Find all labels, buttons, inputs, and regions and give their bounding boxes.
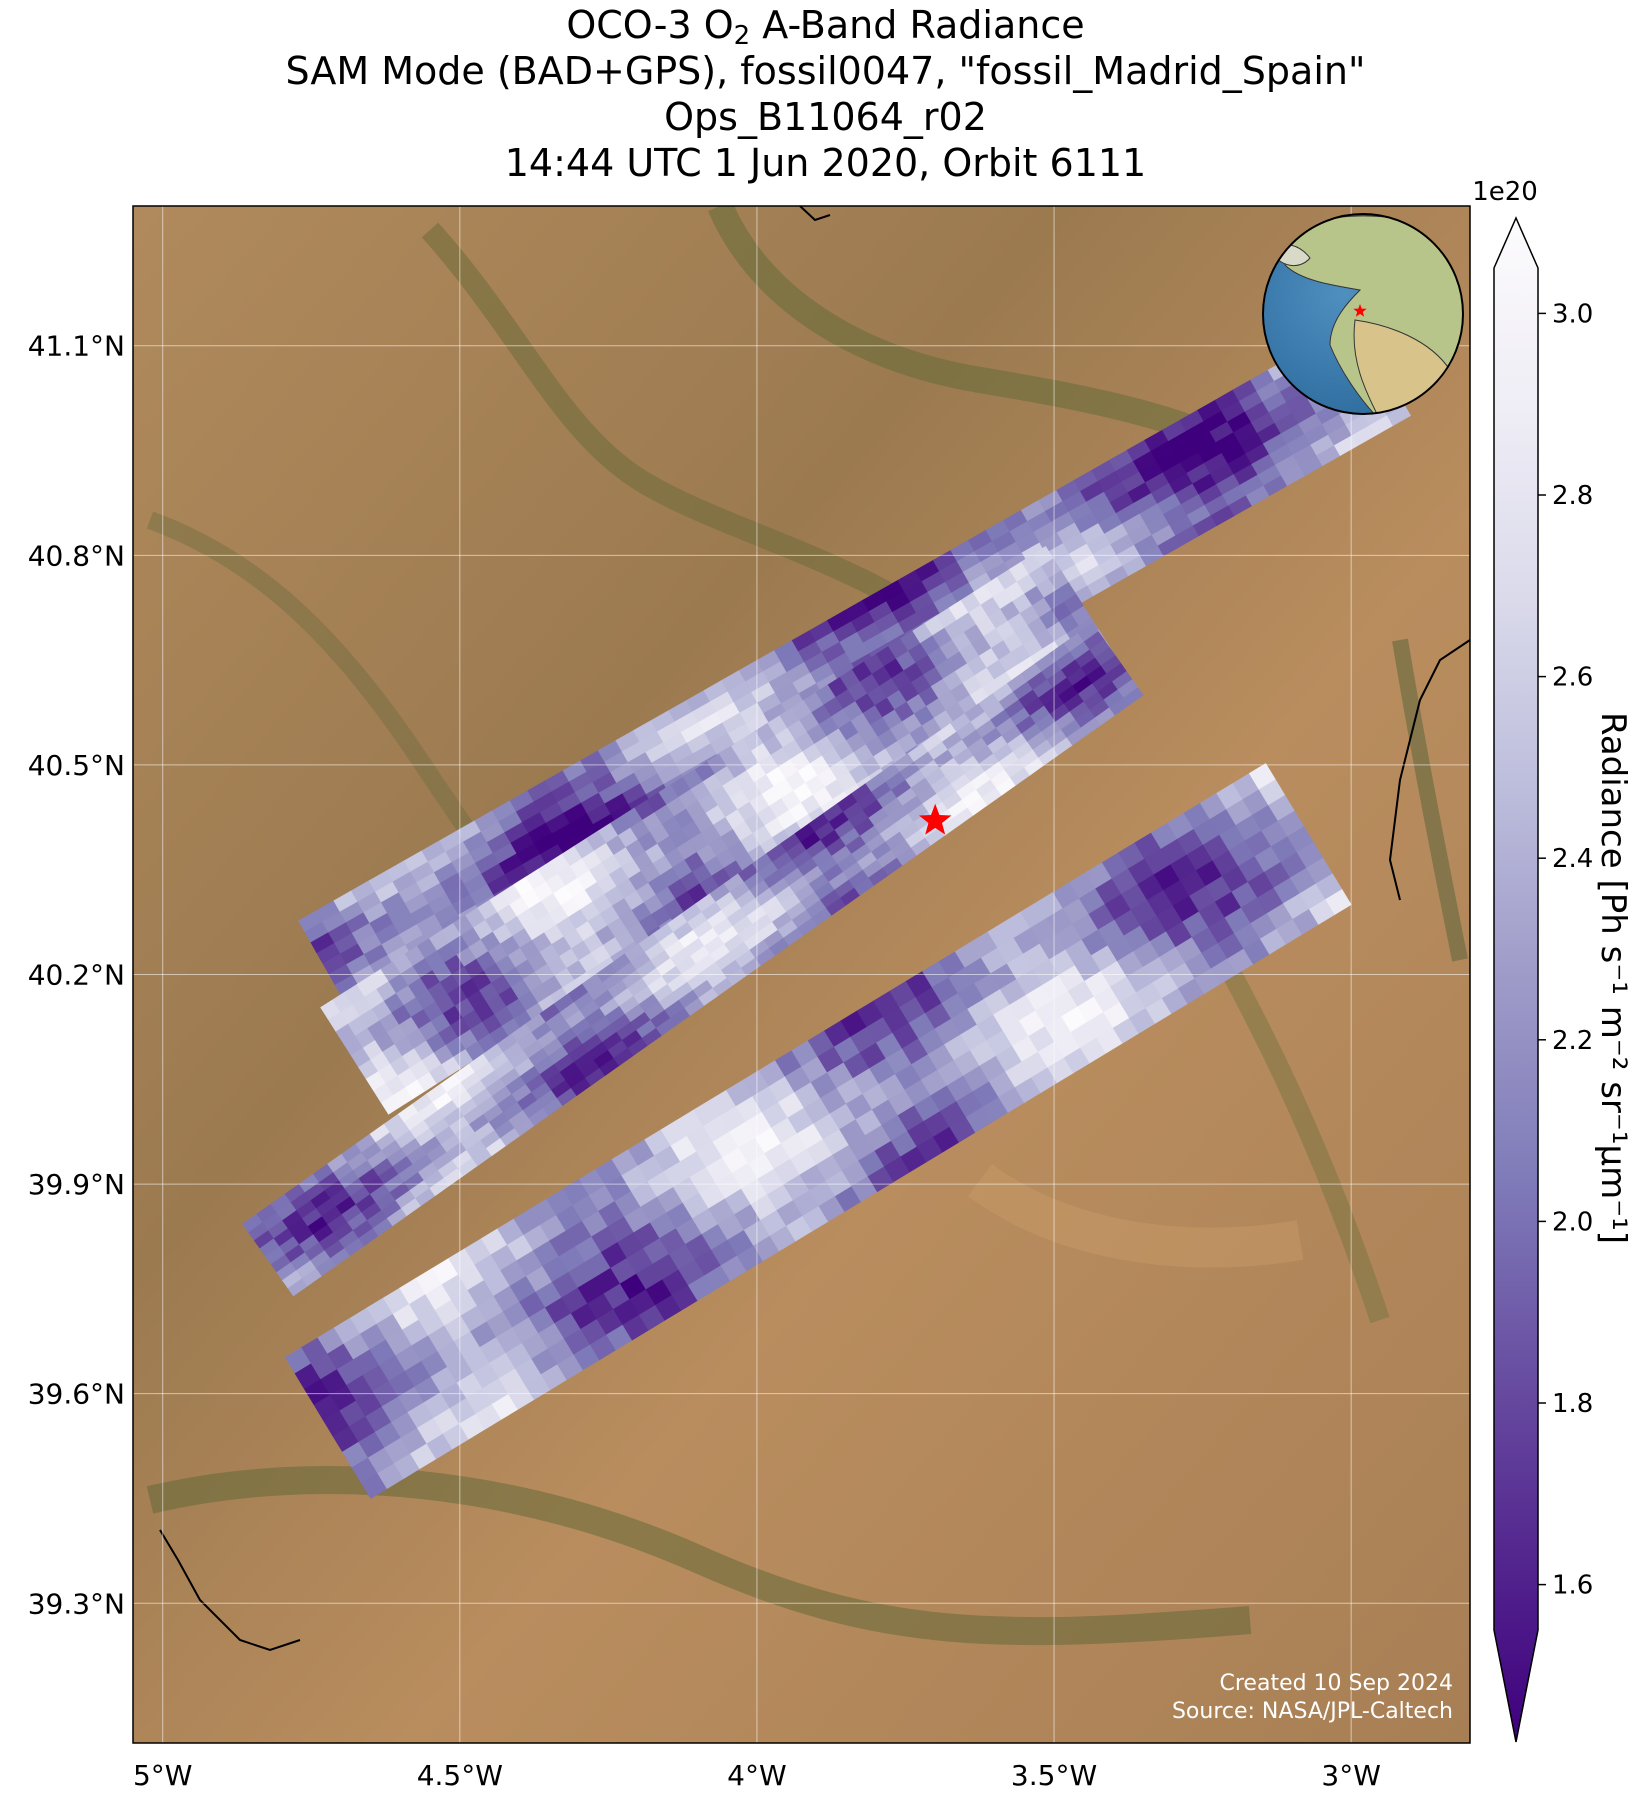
inset-globe (1262, 213, 1464, 415)
swath-pixel (1077, 622, 1099, 642)
title-line-4: 14:44 UTC 1 Jun 2020, Orbit 6111 (504, 141, 1147, 185)
colorbar-tick-label: 2.2 (1552, 1026, 1593, 1056)
colorbar-tick-label: 2.8 (1552, 481, 1593, 511)
colorbar-tick-label: 2.0 (1552, 1207, 1593, 1237)
lon-tick-label: 3.5°W (1011, 1759, 1097, 1792)
colorbar: 1e20 1.6 1.8 2.0 2.2 2.4 2.6 2.8 3.0 Radiance [… (1472, 177, 1633, 1743)
globe-marker-icon (1353, 304, 1367, 317)
lon-tick-label: 3°W (1321, 1759, 1381, 1792)
map-panel: Created 10 Sep 2024 Source: NASA/JPL-Cal… (132, 205, 1471, 1744)
radiance-swaths (242, 319, 1412, 1499)
colorbar-ticks: 1.6 1.8 2.0 2.2 2.4 2.6 2.8 3.0 (1538, 299, 1593, 1601)
lon-tick-label: 4°W (727, 1759, 787, 1792)
swath-pixel (1248, 763, 1276, 790)
colorbar-tick-label: 3.0 (1552, 299, 1593, 329)
figure-title: OCO-3 O2 A-Band Radiance SAM Mode (BAD+G… (0, 2, 1651, 186)
lat-tick-label: 39.6°N (28, 1378, 125, 1411)
colorbar-tick-label: 2.4 (1552, 844, 1593, 874)
gridlines (133, 206, 1470, 1743)
colorbar-bar (1493, 216, 1539, 1743)
colorbar-tick-label: 1.6 (1552, 1571, 1593, 1601)
colorbar-tick-label: 1.8 (1552, 1389, 1593, 1419)
title-line-2: SAM Mode (BAD+GPS), fossil0047, "fossil_… (285, 49, 1366, 93)
colorbar-tick-label: 2.6 (1552, 663, 1593, 693)
lon-tick-label: 5°W (133, 1759, 193, 1792)
lat-tick-label: 40.8°N (28, 539, 125, 572)
title-line-1: OCO-3 O2 A-Band Radiance (566, 3, 1085, 51)
swath-pixel (1033, 545, 1054, 567)
credit-source: Source: NASA/JPL-Caltech (1172, 1699, 1453, 1724)
axis-ticks: 5°W 4.5°W 4°W 3.5°W 3°W 41.1°N 40.8°N 40.5°N 40.… (28, 330, 1381, 1792)
lat-tick-label: 39.9°N (28, 1168, 125, 1201)
target-star-icon (919, 803, 952, 835)
coastline-border-lines (159, 206, 1470, 1652)
colorbar-title: Radiance [Ph s⁻¹ m⁻² sr⁻¹μm⁻¹] (1593, 712, 1633, 1244)
title-line-3: Ops_B11064_r02 (664, 95, 987, 139)
globe-outline (1262, 213, 1464, 415)
credit-created: Created 10 Sep 2024 (1220, 1671, 1454, 1696)
colorbar-exponent: 1e20 (1472, 177, 1538, 207)
map-frame (132, 205, 1471, 1744)
lat-tick-label: 39.3°N (28, 1587, 125, 1620)
lat-tick-label: 41.1°N (28, 330, 125, 363)
lon-tick-label: 4.5°W (417, 1759, 503, 1792)
lat-tick-label: 40.5°N (28, 749, 125, 782)
lat-tick-label: 40.2°N (28, 959, 125, 992)
